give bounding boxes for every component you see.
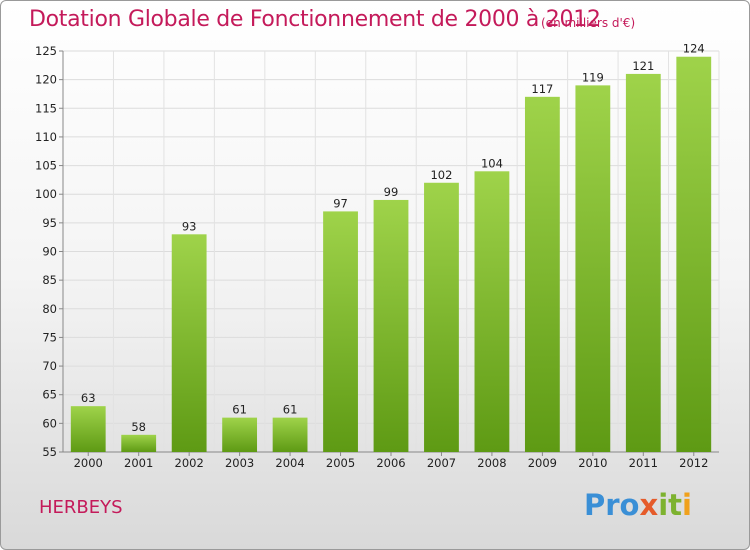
value-label-2007: 102 (430, 168, 452, 182)
chart-title: Dotation Globale de Fonctionnement de 20… (29, 7, 601, 32)
x-tick-label-2001: 2001 (124, 456, 153, 470)
x-tick-label-2005: 2005 (326, 456, 355, 470)
value-label-2012: 124 (683, 42, 705, 56)
proxiti-logo[interactable]: Proxiti (584, 488, 692, 522)
x-tick-label-2008: 2008 (477, 456, 506, 470)
bar-2006 (373, 199, 409, 452)
bar-2002 (171, 234, 207, 452)
x-tick-label-2004: 2004 (275, 456, 304, 470)
y-tick-label: 90 (42, 245, 57, 259)
value-label-2003: 61 (232, 403, 247, 417)
x-tick-label-2007: 2007 (427, 456, 456, 470)
x-tick-label-2009: 2009 (528, 456, 557, 470)
y-tick-label: 95 (42, 216, 57, 230)
value-label-2004: 61 (283, 403, 298, 417)
value-label-2001: 58 (131, 420, 146, 434)
chart-subtitle: (en milliers d'€) (541, 16, 636, 30)
y-tick-label: 100 (35, 187, 57, 201)
value-label-2009: 117 (531, 82, 553, 96)
logo-part-1: Pro (584, 488, 640, 522)
y-tick-label: 85 (42, 273, 57, 287)
y-tick-label: 80 (42, 302, 57, 316)
x-tick-label-2011: 2011 (629, 456, 658, 470)
bar-2005 (323, 211, 358, 452)
x-tick-label-2002: 2002 (175, 456, 204, 470)
value-label-2008: 104 (481, 156, 503, 170)
labels: 55 60 65 70 75 80 85 90 95 100 105 110 115 120 125 63 20… (35, 42, 708, 470)
value-label-2011: 121 (632, 59, 654, 73)
y-tick-label: 75 (42, 330, 57, 344)
bars (70, 56, 712, 453)
bar-2001 (121, 434, 157, 452)
y-tick-label: 70 (42, 359, 57, 373)
x-tick-label-2006: 2006 (376, 456, 405, 470)
y-tick-label: 110 (35, 130, 57, 144)
x-tick-label-2010: 2010 (578, 456, 607, 470)
value-label-2000: 63 (81, 391, 96, 405)
y-tick-label: 60 (42, 416, 57, 430)
bar-2004 (272, 417, 308, 452)
bar-2009 (524, 96, 560, 452)
y-tick-label: 125 (35, 44, 57, 58)
x-tick-label-2003: 2003 (225, 456, 254, 470)
y-tick-label: 65 (42, 388, 57, 402)
y-tick-label: 120 (35, 73, 57, 87)
logo-part-2: x (639, 488, 659, 522)
bar-2008 (474, 171, 510, 453)
value-label-2002: 93 (182, 219, 197, 233)
y-tick-label: 105 (35, 159, 57, 173)
bar-2003 (222, 417, 258, 452)
bar-2010 (575, 85, 611, 452)
value-label-2010: 119 (582, 70, 604, 84)
bar-2011 (625, 73, 661, 453)
bar-2000 (70, 406, 106, 452)
y-tick-label: 115 (35, 101, 57, 115)
value-label-2005: 97 (333, 196, 348, 210)
value-label-2006: 99 (384, 185, 399, 199)
bar-2007 (424, 182, 459, 452)
commune-name: HERBEYS (39, 497, 123, 518)
bar-2012 (676, 56, 712, 452)
y-tick-label: 55 (42, 445, 57, 459)
x-tick-label-2000: 2000 (74, 456, 103, 470)
logo-part-4: i (682, 488, 692, 522)
logo-part-3: it (658, 488, 683, 522)
x-tick-label-2012: 2012 (679, 456, 708, 470)
